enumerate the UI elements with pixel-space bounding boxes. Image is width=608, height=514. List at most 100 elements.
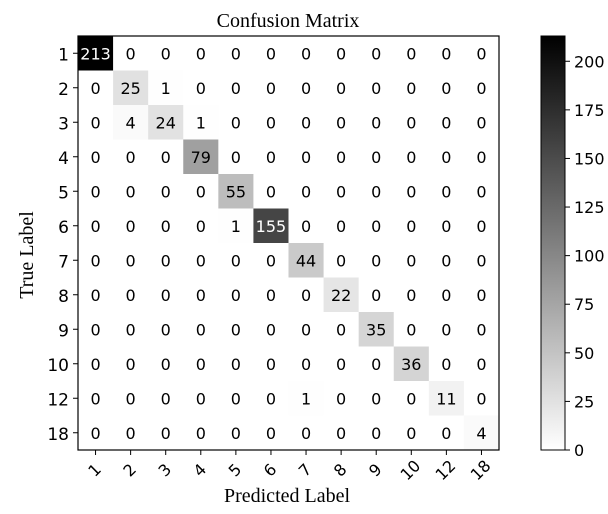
cell-value-label: 0 [336,44,346,63]
heatmap-cell [183,312,219,347]
x-tick-label: 10 [396,456,424,484]
cell-value-label: 0 [406,44,416,63]
cell-value-label: 0 [476,389,486,408]
cell-value-label: 22 [331,286,351,305]
heatmap-cell [323,243,360,278]
cell-value-label: 0 [161,424,171,443]
cell-value-label: 0 [90,389,100,408]
heatmap-cell [253,277,289,313]
colorbar-tick-label: 50 [574,344,594,363]
heatmap-cell [218,36,254,71]
x-tick-label: 3 [154,460,175,481]
cell-value-label: 0 [406,182,416,201]
heatmap-cell [148,415,184,451]
cell-value-label: 0 [336,113,346,132]
cell-value-label: 0 [266,79,276,98]
cell-value-label: 36 [401,355,421,374]
y-tick-label: 9 [58,321,69,341]
cell-value-label: 0 [301,148,311,167]
cell-value-label: 35 [366,320,386,339]
heatmap-cell [113,381,149,416]
colorbar-tick-label: 175 [574,101,605,120]
cell-value-label: 79 [191,148,211,167]
heatmap-cell [358,415,395,451]
heatmap-cell [148,139,184,175]
heatmap-cell [358,312,395,347]
x-tick-label: 5 [225,460,246,481]
heatmap-cell [358,346,395,382]
x-tick-label: 6 [260,460,281,481]
heatmap-cell [323,312,360,347]
cell-value-label: 0 [441,44,451,63]
cell-value-label: 0 [406,424,416,443]
cell-value-label: 0 [476,251,486,270]
heatmap-cell [393,208,430,244]
heatmap-cell [253,415,289,451]
heatmap-cell [428,208,465,244]
cell-value-label: 0 [266,286,276,305]
heatmap-cell [218,243,254,278]
heatmap-cell [393,312,430,347]
heatmap-cell [78,174,114,209]
colorbar-tick-label: 100 [574,247,605,266]
heatmap-cell [218,381,254,416]
cell-value-label: 0 [266,182,276,201]
heatmap-cell [358,105,395,140]
cell-value-label: 0 [196,355,206,374]
cell-value-label: 0 [371,389,381,408]
heatmap-cell [393,105,430,140]
cell-value-label: 0 [476,79,486,98]
cell-value-label: 1 [231,217,241,236]
cell-value-label: 0 [126,251,136,270]
cell-value-label: 0 [90,424,100,443]
heatmap-cell [218,139,254,175]
cell-value-label: 0 [301,217,311,236]
cell-value-label: 0 [196,217,206,236]
heatmap-cell [288,36,324,71]
heatmap-cell [218,105,254,140]
heatmap-cell [218,174,254,209]
heatmap-cell [218,277,254,313]
heatmap-cell [253,208,289,244]
cell-value-label: 0 [371,113,381,132]
heatmap-cell [463,70,500,106]
cell-value-label: 0 [301,424,311,443]
heatmap-cell [183,36,219,71]
heatmap-cell [253,105,289,140]
heatmap-cell [428,243,465,278]
cell-value-label: 0 [161,320,171,339]
cell-value-label: 0 [161,389,171,408]
cell-value-label: 1 [161,79,171,98]
cell-value-label: 0 [90,320,100,339]
cell-value-label: 0 [336,355,346,374]
x-axis-ticks: 1 2 3 4 5 6 7 8 9 10 12 18 [84,450,494,484]
heatmap-cell [393,415,430,451]
heatmap-cell [183,243,219,278]
heatmap-cell [113,70,149,106]
heatmap-cell [323,70,360,106]
cell-value-label: 0 [266,44,276,63]
heatmap-cell [288,415,324,451]
cell-value-label: 0 [161,251,171,270]
cell-value-label: 0 [476,217,486,236]
heatmap-cell [323,277,360,313]
heatmap-cell [148,105,184,140]
heatmap-cell [148,174,184,209]
y-axis-label: True Label [16,211,38,299]
cell-value-label: 0 [371,148,381,167]
cell-value-label: 55 [226,182,246,201]
x-tick-label: 1 [84,460,105,481]
cell-value-label: 0 [476,113,486,132]
heatmap-cell [323,208,360,244]
heatmap-cell [463,381,500,416]
heatmap-cell [113,312,149,347]
heatmap-cell [428,381,465,416]
heatmap-cell [428,70,465,106]
cell-value-label: 0 [161,182,171,201]
cell-value-label: 24 [156,113,176,132]
heatmap-cell [428,346,465,382]
cell-value-label: 0 [336,320,346,339]
cell-value-label: 0 [406,320,416,339]
cell-value-label: 0 [336,148,346,167]
